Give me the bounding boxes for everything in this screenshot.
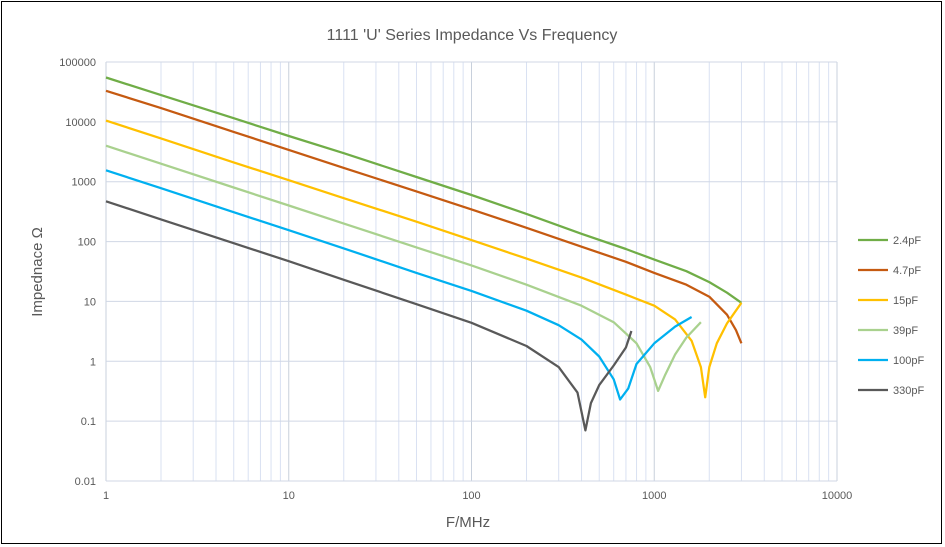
x-tick-label: 100 bbox=[462, 490, 480, 502]
legend-label: 2.4pF bbox=[893, 235, 921, 247]
x-tick-label: 10000 bbox=[822, 490, 853, 502]
y-axis-label: Impednace Ω bbox=[29, 227, 46, 317]
legend-label: 39pF bbox=[893, 325, 918, 337]
series-line-2.4pF bbox=[105, 76, 743, 304]
x-axis-label: F/MHz bbox=[446, 514, 490, 531]
x-tick-label: 1000 bbox=[642, 490, 666, 502]
legend: 2.4pF 4.7pF 15pF 39pF 100pF 330pF bbox=[858, 235, 924, 397]
x-tick-label: 10 bbox=[283, 490, 295, 502]
x-tick-labels: 1 10 100 1000 10000 bbox=[103, 490, 852, 502]
y-tick-label: 10 bbox=[84, 296, 96, 308]
series-lines bbox=[105, 76, 743, 432]
y-tick-label: 100 bbox=[78, 237, 96, 249]
series-line-100pF bbox=[105, 169, 693, 401]
legend-label: 330pF bbox=[893, 385, 924, 397]
series-line-330pF bbox=[105, 200, 633, 432]
y-tick-labels: 0.01 0.1 1 10 100 1000 10000 100000 bbox=[59, 57, 96, 488]
grid bbox=[105, 61, 838, 482]
legend-label: 15pF bbox=[893, 295, 918, 307]
legend-label: 100pF bbox=[893, 355, 924, 367]
y-tick-label: 0.01 bbox=[75, 476, 96, 488]
y-tick-label: 10000 bbox=[65, 117, 96, 129]
legend-label: 4.7pF bbox=[893, 265, 921, 277]
chart-title: 1111 'U' Series Impedance Vs Frequency bbox=[327, 27, 618, 44]
series-line-4.7pF bbox=[105, 89, 743, 344]
y-tick-label: 0.1 bbox=[81, 416, 96, 428]
x-tick-label: 1 bbox=[103, 490, 109, 502]
y-tick-label: 1000 bbox=[72, 177, 96, 189]
y-tick-label: 1 bbox=[90, 356, 96, 368]
y-tick-label: 100000 bbox=[59, 57, 96, 69]
series-line-39pF bbox=[105, 144, 702, 393]
series-line-15pF bbox=[105, 119, 743, 399]
